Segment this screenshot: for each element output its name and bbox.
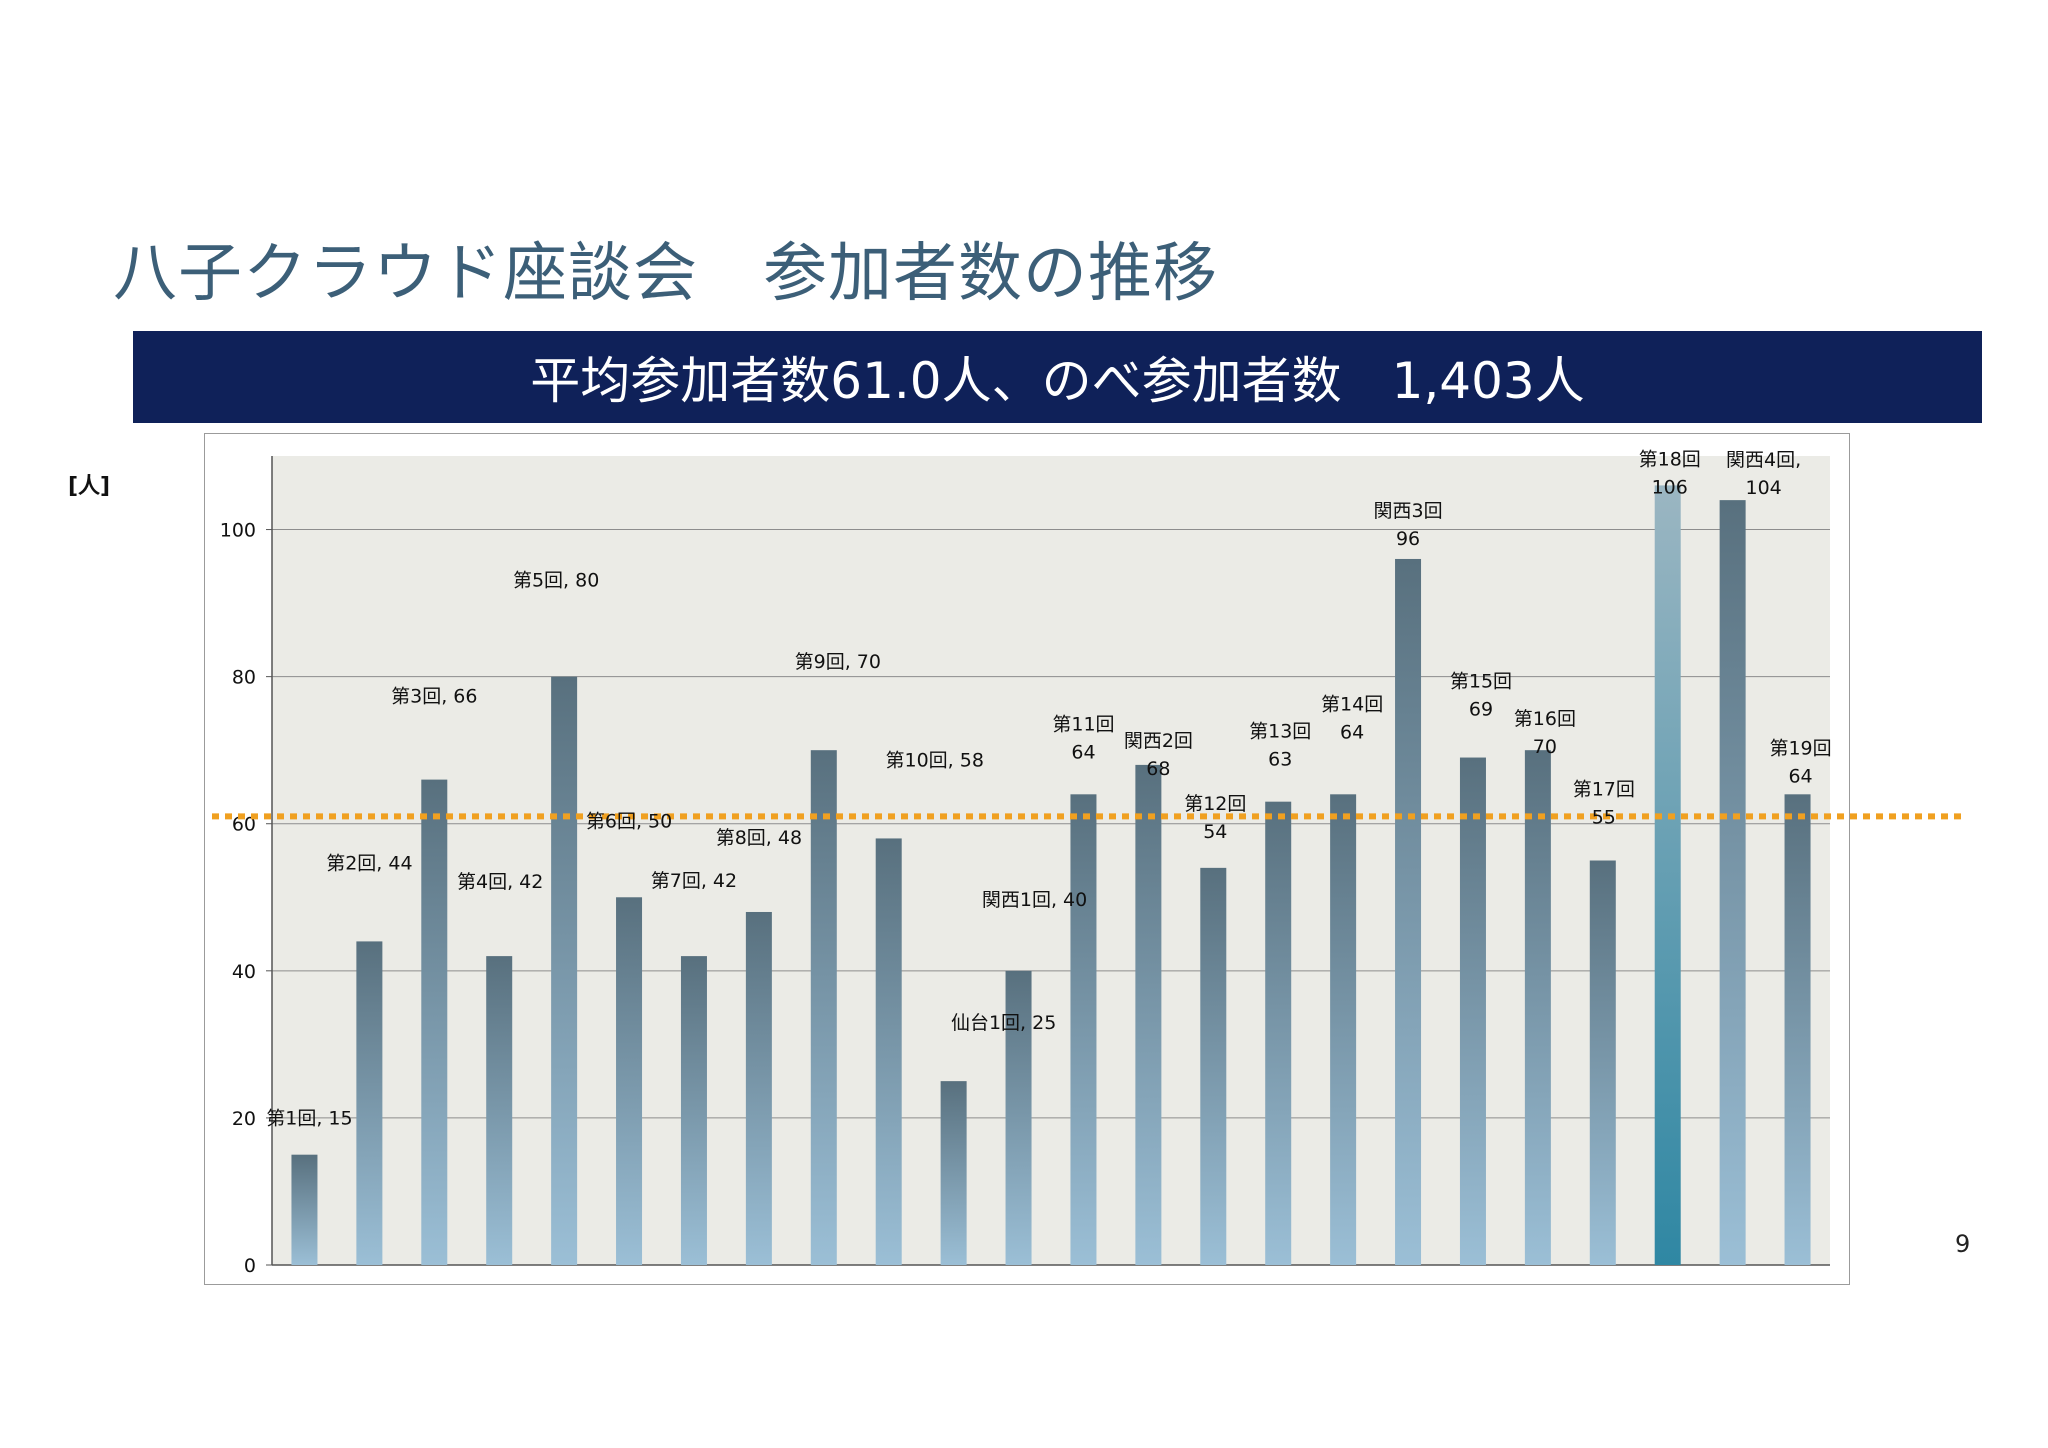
y-tick-label: 60 (232, 814, 256, 836)
bar-第19回 (1784, 794, 1811, 1265)
bar-第3回 (421, 779, 448, 1265)
bar-第17回 (1589, 860, 1616, 1265)
data-label: 64 (1340, 721, 1364, 743)
data-label: 104 (1745, 477, 1781, 499)
bar-第1回 (291, 1154, 318, 1265)
slide-title: 八子クラウド座談会 参加者数の推移 (113, 237, 1218, 311)
data-label: 68 (1146, 758, 1170, 780)
bar-関西1回 (1005, 970, 1032, 1265)
data-label: 第10回, 58 (885, 749, 983, 771)
data-label: 第7回, 42 (651, 870, 737, 892)
bar-第15回 (1459, 757, 1486, 1265)
data-label: 第17回 (1573, 779, 1635, 801)
data-label: 第15回 (1450, 671, 1512, 693)
bar-関西3回 (1395, 558, 1422, 1265)
y-tick-label: 100 (220, 520, 256, 542)
plot-area (272, 456, 1830, 1265)
data-label: 第1回, 15 (266, 1108, 352, 1130)
data-label: 第14回 (1321, 693, 1383, 715)
data-label: 関西1回, 40 (982, 889, 1087, 911)
data-label: 第18回 (1639, 448, 1701, 470)
page-number: 9 (1955, 1230, 1971, 1258)
y-tick-label: 80 (232, 667, 256, 689)
bar-関西2回 (1135, 764, 1162, 1265)
data-label: 第6回, 50 (586, 810, 672, 832)
data-label: 関西2回 (1124, 730, 1193, 752)
data-label: 64 (1788, 765, 1812, 787)
bar-仙台1回 (940, 1081, 967, 1265)
data-label: 第16回 (1514, 708, 1576, 730)
data-label: 64 (1071, 741, 1095, 763)
bar-第4回 (486, 956, 513, 1265)
y-tick-label: 0 (244, 1255, 256, 1277)
y-axis-unit-label: [人] (68, 474, 111, 499)
bar-第7回 (680, 956, 707, 1265)
data-label: 第13回 (1249, 721, 1311, 743)
data-label: 第8回, 48 (716, 827, 802, 849)
data-label: 第3回, 66 (391, 686, 477, 708)
bar-第6回 (616, 897, 643, 1265)
bar-第16回 (1524, 750, 1551, 1265)
data-label: 63 (1268, 749, 1292, 771)
y-tick-label: 20 (232, 1108, 256, 1130)
bar-第14回 (1330, 794, 1357, 1265)
bar-第11回 (1070, 794, 1097, 1265)
data-label: 第12回 (1184, 793, 1246, 815)
data-label: 仙台1回, 25 (951, 1012, 1056, 1034)
data-label: 69 (1469, 699, 1493, 721)
bar-第2回 (356, 941, 383, 1265)
bar-第10回 (875, 838, 902, 1265)
bar-第9回 (810, 750, 837, 1265)
data-label: 第4回, 42 (457, 871, 543, 893)
bar-第12回 (1200, 867, 1227, 1265)
data-label: 第11回 (1052, 713, 1114, 735)
data-label: 54 (1203, 821, 1227, 843)
data-label: 106 (1652, 476, 1688, 498)
data-label: 第19回 (1769, 737, 1831, 759)
data-label: 第5回, 80 (513, 570, 599, 592)
data-label: 96 (1396, 528, 1420, 550)
data-label: 関西4回, (1726, 449, 1801, 471)
data-label: 55 (1592, 807, 1616, 829)
bar-関西4回 (1719, 500, 1746, 1265)
data-label: 第2回, 44 (326, 852, 412, 874)
data-label: 70 (1533, 736, 1557, 758)
bar-第8回 (745, 911, 772, 1265)
data-label: 関西3回 (1373, 500, 1442, 522)
y-tick-label: 40 (232, 961, 256, 983)
summary-banner: 平均参加者数61.0人、のべ参加者数 1,403人 (133, 331, 1982, 423)
bar-第5回 (551, 676, 578, 1265)
bar-第13回 (1265, 801, 1292, 1265)
data-label: 第9回, 70 (795, 651, 881, 673)
bar-第18回 (1654, 485, 1681, 1265)
